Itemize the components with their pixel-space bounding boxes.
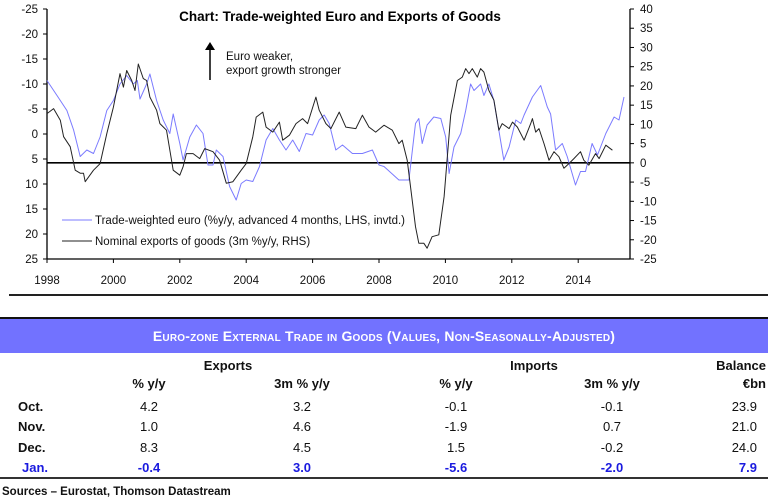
right-tick-label: -20 (640, 235, 657, 247)
table-bottom-border (0, 477, 768, 479)
up-arrow-icon (205, 42, 215, 80)
x-tick-label: 2004 (233, 275, 259, 287)
table-top-border (0, 317, 768, 319)
right-tick-label: 5 (640, 139, 646, 151)
header-balance: Balance (716, 358, 766, 373)
table-cell: -5.6 (444, 460, 468, 475)
right-tick-label: 30 (640, 42, 653, 54)
left-tick-label: 10 (25, 179, 38, 191)
legend-label-exports: Nominal exports of goods (3m %y/y, RHS) (95, 236, 310, 248)
table-cell: 3.0 (292, 460, 312, 475)
chart-separator (9, 294, 768, 296)
table-cell: 1.5 (446, 440, 466, 455)
left-tick-label: -25 (21, 4, 38, 16)
left-tick-label: 5 (32, 154, 38, 166)
x-tick-label: 2000 (101, 275, 127, 287)
left-tick-label: -5 (28, 104, 38, 116)
right-tick-label: 0 (640, 158, 646, 170)
series-trade-weighted-euro (46, 73, 625, 201)
row-label: Oct. (18, 399, 44, 414)
table-cell: 1.0 (139, 419, 159, 434)
subheader: 3m % y/y (274, 376, 330, 391)
table-cell: 21.0 (731, 419, 757, 434)
left-tick-label: 15 (25, 204, 38, 216)
table-cell: -2.0 (600, 460, 624, 475)
right-tick-label: 35 (640, 23, 653, 35)
x-tick-label: 2010 (433, 275, 459, 287)
chart: -25 -20 -15 -10 -5 0 5 10 15 20 25 40 35 30 25 20 15 10 5 0… (21, 4, 657, 287)
legend-label-euro: Trade-weighted euro (%y/y, advanced 4 mo… (95, 215, 405, 227)
table-cell: -0.4 (137, 460, 161, 475)
table-cell: 23.9 (731, 399, 757, 414)
right-tick-label: -15 (640, 216, 657, 228)
row-label: Dec. (18, 440, 46, 455)
left-tick-label: -10 (21, 79, 38, 91)
right-tick-label: 10 (640, 119, 653, 131)
right-tick-label: 25 (640, 62, 653, 74)
row-label: Jan. (22, 460, 49, 475)
table-cell: 4.2 (139, 399, 159, 414)
left-tick-label: 25 (25, 254, 38, 266)
left-tick-label: -20 (21, 29, 38, 41)
right-tick-label: -5 (640, 177, 650, 189)
table-cell: 24.0 (731, 440, 757, 455)
header-imports: Imports (510, 358, 558, 373)
sources-note: Sources – Eurostat, Thomson Datastream (2, 486, 231, 498)
table-cell: -0.1 (444, 399, 468, 414)
row-label: Nov. (18, 419, 46, 434)
x-tick-label: 2008 (366, 275, 392, 287)
table-cell: 3.2 (292, 399, 312, 414)
x-tick-label: 2006 (300, 275, 326, 287)
table-cell: 4.5 (292, 440, 312, 455)
right-tick-label: 15 (640, 100, 653, 112)
table-cell: 4.6 (292, 419, 312, 434)
header-exports: Exports (203, 358, 253, 373)
subheader: % y/y (132, 376, 166, 391)
left-tick-label: 0 (32, 129, 38, 141)
left-tick-label: 20 (25, 229, 38, 241)
right-tick-label: 40 (640, 4, 653, 16)
table-cell: -0.2 (600, 440, 624, 455)
table-cell: 8.3 (139, 440, 159, 455)
x-tick-label: 2014 (565, 275, 591, 287)
table-cell: -1.9 (444, 419, 468, 434)
right-tick-label: 20 (640, 81, 653, 93)
subheader: 3m % y/y (584, 376, 640, 391)
table-cell: 7.9 (738, 460, 757, 475)
table-cell: -0.1 (600, 399, 624, 414)
x-tick-label: 2012 (499, 275, 525, 287)
left-tick-label: -15 (21, 54, 38, 66)
table-cell: 0.7 (602, 419, 622, 434)
chart-title: Chart: Trade-weighted Euro and Exports o… (179, 9, 501, 24)
subheader: €bn (742, 376, 766, 391)
annotation-line-1: Euro weaker, (226, 51, 293, 63)
annotation-line-2: export growth stronger (226, 65, 341, 77)
x-tick-label: 1998 (34, 275, 60, 287)
subheader: % y/y (439, 376, 473, 391)
x-tick-label: 2002 (167, 275, 193, 287)
series-nominal-exports (46, 63, 613, 249)
right-tick-label: -25 (640, 254, 657, 266)
right-tick-label: -10 (640, 196, 657, 208)
table-title: Euro-zone External Trade in Goods (Value… (0, 319, 768, 353)
